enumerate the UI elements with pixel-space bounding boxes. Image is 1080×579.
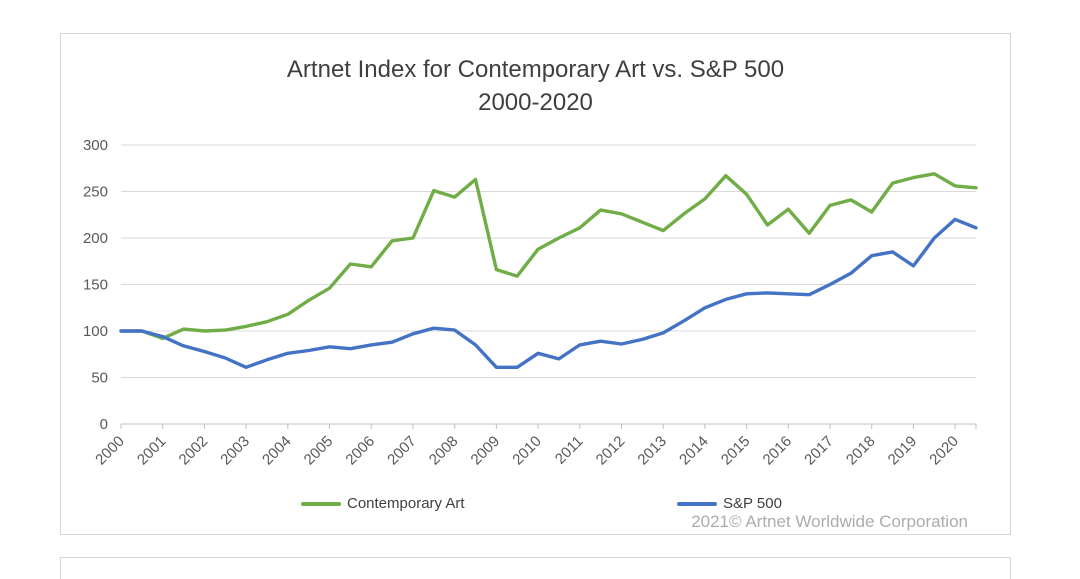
y-axis-tick-label: 150 — [83, 277, 108, 294]
chart-legend: Contemporary Art S&P 500 — [61, 495, 1010, 519]
x-axis-tick-label: 2009 — [468, 433, 504, 469]
chart-title-line2: 2000-2020 — [478, 89, 593, 116]
x-axis-tick-label: 2017 — [801, 433, 837, 469]
second-chart-container-partial — [60, 557, 1011, 579]
x-axis-tick-label: 2000 — [92, 433, 128, 469]
chart-title: Artnet Index for Contemporary Art vs. S&… — [61, 53, 1010, 119]
legend-swatch-contemporary-art — [301, 501, 341, 506]
legend-label-sp500: S&P 500 — [723, 495, 782, 512]
x-axis-tick-label: 2011 — [552, 433, 587, 468]
x-axis-tick-label: 2015 — [718, 433, 754, 469]
y-axis-tick-label: 100 — [83, 323, 108, 340]
x-axis-tick-label: 2018 — [843, 433, 879, 469]
x-axis-tick-label: 2005 — [301, 433, 337, 469]
x-axis-tick-label: 2016 — [760, 433, 796, 469]
legend-swatch-sp500 — [677, 501, 717, 506]
x-axis-tick-label: 2019 — [885, 433, 921, 469]
x-axis-tick-label: 2010 — [509, 433, 545, 469]
y-axis-tick-label: 300 — [83, 137, 108, 154]
series-line-contemporary-art — [119, 172, 978, 341]
y-axis-tick-label: 250 — [83, 184, 108, 201]
chart-title-line1: Artnet Index for Contemporary Art vs. S&… — [286, 56, 785, 83]
legend-item-sp500: S&P 500 — [677, 495, 782, 512]
y-axis-tick-label: 50 — [91, 370, 108, 387]
series-line-s-p-500 — [119, 217, 978, 369]
x-axis-tick-label: 2002 — [176, 433, 212, 469]
y-axis-tick-label: 0 — [100, 416, 108, 433]
legend-item-contemporary-art: Contemporary Art — [301, 495, 465, 512]
x-axis-tick-label: 2003 — [217, 433, 253, 469]
y-axis-tick-label: 200 — [83, 230, 108, 247]
x-axis-tick-label: 2008 — [426, 433, 462, 469]
copyright-text: 2021© Artnet Worldwide Corporation — [691, 512, 968, 531]
x-axis-tick-label: 2012 — [593, 433, 629, 469]
x-axis-tick-label: 2001 — [134, 433, 170, 469]
x-axis-tick-label: 2004 — [259, 433, 295, 469]
x-axis-tick-label: 2006 — [342, 433, 378, 469]
x-axis-tick-label: 2007 — [384, 433, 420, 469]
x-axis-tick-label: 2014 — [676, 433, 712, 469]
legend-label-contemporary-art: Contemporary Art — [347, 495, 465, 512]
x-axis-tick-label: 2020 — [926, 433, 962, 469]
chart-container: 0 50 100 150 200 250 300 2000 2001 2002 2003 2004 20… — [60, 33, 1011, 535]
x-axis-tick-label: 2013 — [634, 433, 670, 469]
